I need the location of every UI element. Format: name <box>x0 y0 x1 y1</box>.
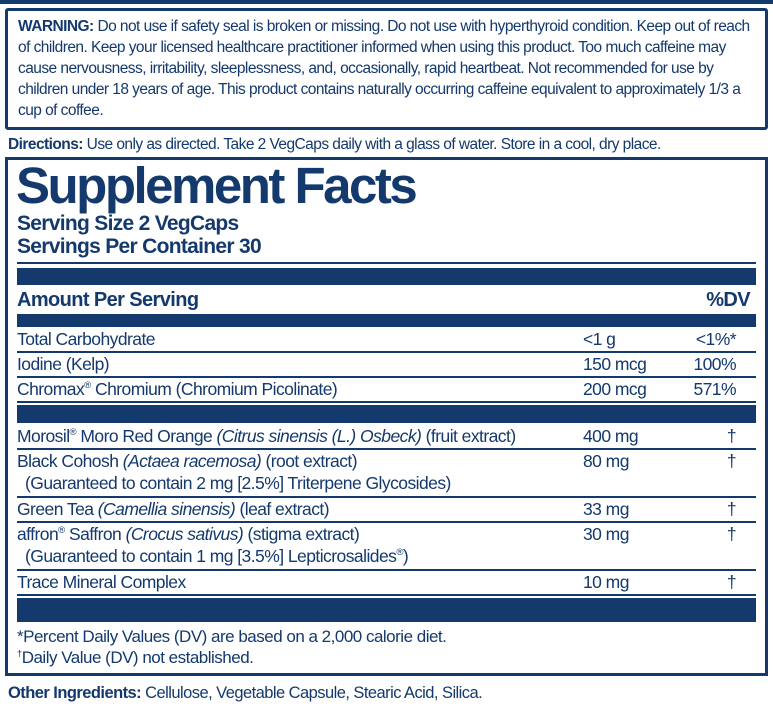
text-segment: (Guaranteed to contain 2 mg [2.5%] Trite… <box>25 473 451 494</box>
text-segment: † <box>17 648 22 659</box>
ingredient-dv: † <box>726 524 737 545</box>
text-segment: (Citrus sinensis (L.) Osbeck) <box>216 426 422 447</box>
ingredient-amount: 80 mg <box>583 451 629 472</box>
text-segment: ® <box>84 380 91 392</box>
ingredient-dv: † <box>726 572 737 593</box>
ingredient-name: Total Carbohydrate <box>17 329 583 349</box>
text-segment: (stigma extract) <box>243 524 360 545</box>
ingredient-row: Chromax® Chromium (Chromium Picolinate) 2… <box>17 378 756 404</box>
ingredient-name: Black Cohosh (Actaea racemosa) (root ext… <box>17 451 583 471</box>
footer-separator-bar <box>17 598 756 623</box>
text-segment: ) <box>402 546 409 567</box>
warning-text: Do not use if safety seal is broken or m… <box>18 18 750 119</box>
ingredient-row: Trace Mineral Complex 10 mg † <box>17 571 756 597</box>
warning-label: WARNING: <box>18 18 94 35</box>
directions-text: Use only as directed. Take 2 VegCaps dai… <box>82 136 662 153</box>
ingredient-row: Morosil® Moro Red Orange (Citrus sinensi… <box>17 425 756 451</box>
ingredient-row: Black Cohosh (Actaea racemosa) (root ext… <box>17 450 756 473</box>
amount-per-serving-header: Amount Per Serving <box>17 289 199 312</box>
text-segment: Daily Value (DV) not established. <box>21 648 254 668</box>
text-segment: Trace Mineral Complex <box>17 572 186 593</box>
ingredient-subrow: (Guaranteed to contain 2 mg [2.5%] Trite… <box>17 473 756 499</box>
nutrient-table: Total Carbohydrate <1 g <1%* Iodine (Kelp) 1… <box>17 328 756 404</box>
ingredient-dv: <1%* <box>695 329 737 350</box>
ingredient-dv: † <box>726 451 737 472</box>
ingredient-amount: 33 mg <box>583 499 629 520</box>
section-separator-bar <box>17 405 756 424</box>
ingredient-amount: 400 mg <box>583 426 639 447</box>
header-separator-bar-bottom <box>17 314 756 328</box>
text-segment: Chromax <box>17 379 85 400</box>
text-segment: Green Tea <box>17 499 98 520</box>
other-ingredients-label: Other Ingredients: <box>8 684 142 703</box>
text-segment: Saffron <box>64 524 126 545</box>
directions: Directions: Use only as directed. Take 2… <box>8 134 765 155</box>
ingredient-name: affron® Saffron (Crocus sativus) (stigma… <box>17 524 583 544</box>
ingredient-name: Green Tea (Camellia sinensis) (leaf extr… <box>17 499 583 519</box>
text-segment: (Crocus sativus) <box>125 524 244 545</box>
text-segment: (Camellia sinensis) <box>97 499 236 520</box>
ingredient-name: Chromax® Chromium (Chromium Picolinate) <box>17 379 583 399</box>
footnote-daily-values: *Percent Daily Values (DV) are based on … <box>17 626 756 647</box>
directions-label: Directions: <box>8 136 83 153</box>
text-segment: (Guaranteed to contain 1 mg [3.5%] Lepti… <box>25 546 397 567</box>
ingredient-name: Trace Mineral Complex <box>17 572 583 592</box>
ingredient-dv: † <box>726 499 737 520</box>
text-segment: (Actaea racemosa) <box>122 451 262 472</box>
other-ingredients-text: Cellulose, Vegetable Capsule, Stearic Ac… <box>141 684 483 703</box>
label-top-edge-strip <box>0 0 773 4</box>
text-segment: (leaf extract) <box>235 499 330 520</box>
text-segment: affron <box>17 524 59 545</box>
text-segment: ® <box>69 427 77 439</box>
ingredient-row: Green Tea (Camellia sinensis) (leaf extr… <box>17 498 756 524</box>
supplement-facts-title: Supplement Facts <box>16 157 418 214</box>
ingredient-row: affron® Saffron (Crocus sativus) (stigma… <box>17 523 756 546</box>
ingredient-row: Total Carbohydrate <1 g <1%* <box>17 328 756 354</box>
ingredient-dv: † <box>726 426 737 447</box>
text-segment: Chromium (Chromium Picolinate) <box>90 379 338 400</box>
text-segment: Morosil <box>17 426 70 447</box>
ingredient-amount: <1 g <box>583 329 616 350</box>
other-ingredients: Other Ingredients: Cellulose, Vegetable … <box>8 683 765 704</box>
ingredient-dv: 571% <box>693 379 736 400</box>
header-separator-bar-top <box>17 268 756 286</box>
ingredient-amount: 30 mg <box>583 524 629 545</box>
text-segment: Iodine (Kelp) <box>17 354 110 375</box>
dv-header: %DV <box>706 289 750 312</box>
column-header-row: Amount Per Serving %DV <box>17 288 756 312</box>
ingredient-name: Iodine (Kelp) <box>17 354 583 374</box>
servings-per-container: Servings Per Container 30 <box>17 235 262 259</box>
supplement-facts-panel: Supplement Facts Serving Size 2 VegCaps … <box>5 157 768 677</box>
ingredient-amount: 10 mg <box>583 572 629 593</box>
ingredient-name: Morosil® Moro Red Orange (Citrus sinensi… <box>17 426 583 446</box>
footnote-dv-not-established: †Daily Value (DV) not established. <box>17 647 756 668</box>
ingredient-dv: 100% <box>693 354 736 375</box>
warning-box: WARNING: Do not use if safety seal is br… <box>5 8 768 130</box>
ingredient-amount: 150 mcg <box>583 354 647 375</box>
text-segment: ® <box>396 547 403 559</box>
ingredient-row: Iodine (Kelp) 150 mcg 100% <box>17 353 756 379</box>
text-segment: Black Cohosh <box>17 451 123 472</box>
serving-divider-rule <box>17 262 756 265</box>
text-segment: *Percent Daily Values (DV) are based on … <box>17 627 447 647</box>
ingredient-amount: 200 mcg <box>583 379 647 400</box>
text-segment: Moro Red Orange <box>76 426 217 447</box>
text-segment: (root extract) <box>261 451 357 472</box>
text-segment: (fruit extract) <box>421 426 517 447</box>
ingredient-subrow: (Guaranteed to contain 1 mg [3.5%] Lepti… <box>17 546 756 572</box>
footnotes: *Percent Daily Values (DV) are based on … <box>17 626 756 668</box>
herbal-table: Morosil® Moro Red Orange (Citrus sinensi… <box>17 425 756 597</box>
serving-size: Serving Size 2 VegCaps <box>17 212 239 236</box>
text-segment: ® <box>58 525 65 537</box>
text-segment: Total Carbohydrate <box>17 329 156 350</box>
